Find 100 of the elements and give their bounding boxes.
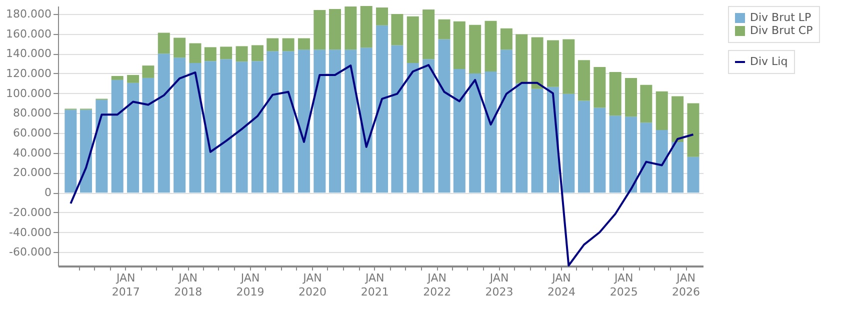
bar: [376, 25, 388, 193]
bar: [142, 78, 154, 193]
bar: [360, 48, 372, 193]
bar: [127, 82, 140, 193]
line-series: [70, 64, 694, 267]
bar: [687, 156, 700, 193]
bar: [594, 67, 606, 108]
bar: [406, 63, 419, 193]
bar: [640, 84, 652, 123]
bar: [578, 60, 590, 101]
bar: [204, 61, 216, 193]
x-tick-label: JAN 2026: [672, 272, 700, 298]
bar: [328, 50, 341, 193]
bar: [484, 20, 497, 72]
y-tick-label: 40.000: [13, 146, 52, 160]
bar: [266, 38, 279, 52]
bar: [656, 130, 668, 193]
bar: [656, 91, 668, 130]
bar: [220, 46, 232, 60]
bar: [111, 76, 124, 80]
x-tick-label: JAN 2017: [112, 272, 140, 298]
bar: [174, 38, 186, 58]
bar: [282, 51, 294, 193]
y-tick-label: 140.000: [6, 47, 52, 60]
bar: [204, 47, 216, 62]
bar: [298, 38, 310, 50]
bar: [127, 74, 140, 83]
x-tick-label: JAN 2021: [360, 272, 389, 298]
y-tick-label: 80.000: [13, 106, 52, 120]
bar: [640, 122, 652, 193]
bar: [484, 71, 497, 193]
y-tick-label: 180.000: [6, 7, 52, 20]
bar: [251, 61, 264, 193]
bar: [189, 43, 202, 64]
bar: [266, 51, 279, 193]
bar: [500, 28, 512, 50]
bar: [500, 50, 512, 193]
y-tick-label: 160.000: [6, 27, 52, 40]
bar: [453, 21, 466, 70]
y-tick-label: 100.000: [6, 86, 52, 100]
bar: [376, 7, 388, 26]
bar: [531, 88, 544, 193]
x-tick-label: JAN 2022: [423, 272, 452, 298]
bar: [328, 8, 341, 50]
bar: [360, 6, 372, 48]
bar: [438, 19, 450, 40]
bar: [594, 108, 606, 193]
bar: [391, 14, 404, 46]
bar: [578, 100, 590, 193]
bar: [174, 58, 186, 193]
bar: [422, 9, 435, 60]
bar: [609, 116, 622, 193]
bar: [422, 59, 435, 193]
bar: [625, 116, 638, 193]
bar: [344, 50, 357, 193]
x-tick-label: JAN 2025: [610, 272, 638, 298]
bar: [189, 63, 202, 193]
bar: [672, 142, 684, 193]
bar: [562, 94, 575, 193]
bar: [469, 73, 482, 193]
bar: [236, 46, 248, 62]
y-tick-label: -20.000: [9, 206, 52, 219]
bar: [609, 72, 622, 116]
y-tick-label: -60.000: [9, 246, 52, 259]
bar: [469, 24, 482, 74]
bar: [672, 96, 684, 142]
bar: [391, 45, 404, 193]
bar: [562, 39, 575, 94]
bar: [438, 39, 450, 193]
bar: [687, 103, 700, 157]
x-tick-label: JAN 2019: [236, 272, 264, 298]
x-tick-label: JAN 2018: [174, 272, 202, 298]
bar: [251, 45, 264, 62]
bar: [314, 10, 326, 50]
bar: [96, 100, 108, 193]
bar: [406, 16, 419, 64]
y-tick-label: -40.000: [9, 226, 52, 239]
legend-label: Div Liq: [750, 55, 788, 68]
bar: [158, 54, 170, 193]
bar: [531, 37, 544, 89]
bar: [236, 62, 248, 193]
legend-label: Div Brut CP: [750, 24, 814, 37]
bar: [625, 78, 638, 117]
y-tick-label: 120.000: [6, 66, 52, 80]
bar: [314, 50, 326, 193]
bar: [220, 59, 232, 193]
x-tick-label: JAN 2024: [547, 272, 576, 298]
x-tick-label: JAN 2020: [298, 272, 326, 298]
y-tick-label: 60.000: [13, 126, 52, 140]
bar: [453, 69, 466, 193]
bar: [298, 50, 310, 193]
bar: [111, 80, 124, 193]
bar: [64, 110, 77, 193]
bar: [516, 83, 528, 193]
legend-label: Div Brut LP: [750, 11, 812, 24]
bar: [142, 66, 154, 78]
bar: [344, 6, 357, 50]
bar: [546, 40, 559, 87]
bar: [80, 110, 92, 193]
bar: [158, 32, 170, 54]
